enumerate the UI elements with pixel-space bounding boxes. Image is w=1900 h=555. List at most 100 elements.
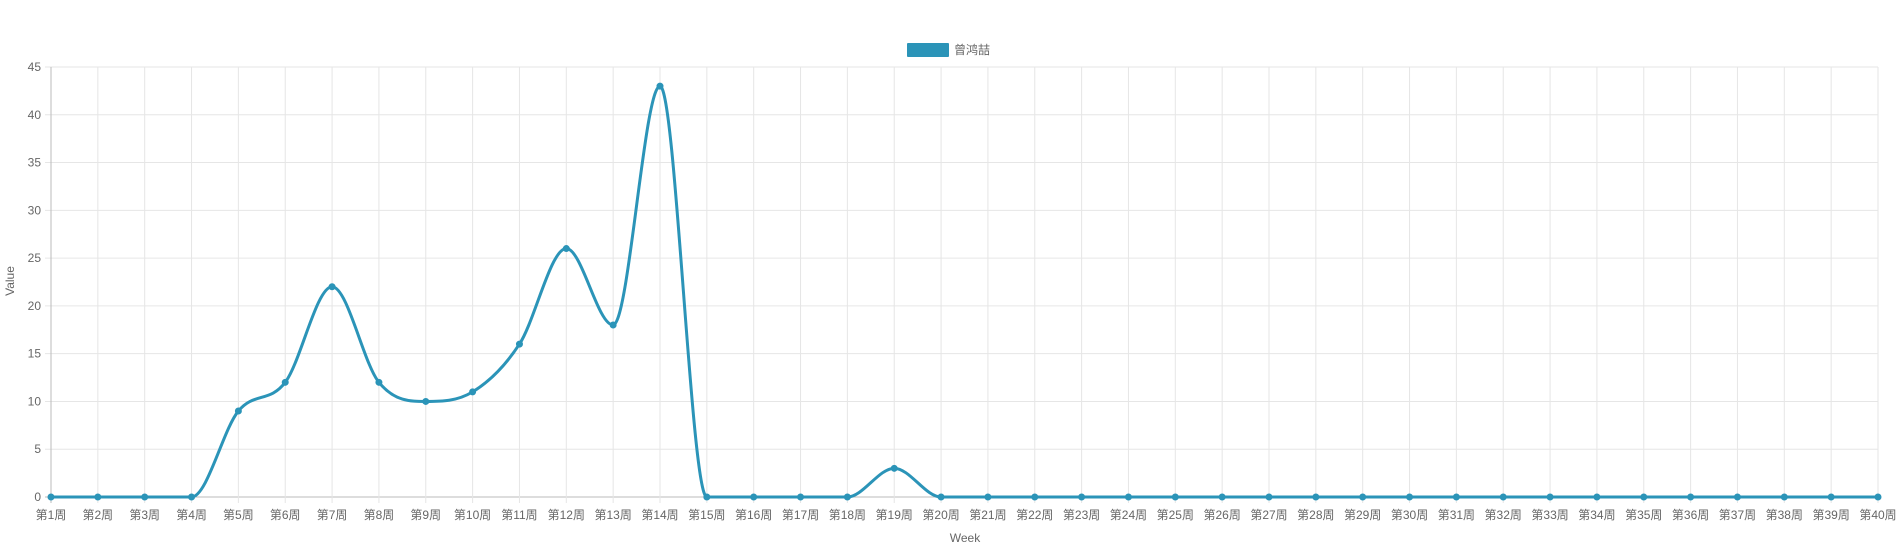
data-point[interactable] — [1827, 493, 1835, 501]
y-tick-label: 0 — [34, 490, 41, 504]
x-tick-label: 第34周 — [1578, 508, 1615, 522]
data-point[interactable] — [188, 493, 196, 501]
x-tick-label: 第28周 — [1297, 508, 1334, 522]
y-tick-label: 15 — [28, 347, 42, 361]
y-axis-title: Value — [3, 266, 17, 296]
x-tick-label: 第9周 — [410, 508, 441, 522]
data-point[interactable] — [1546, 493, 1554, 501]
data-point[interactable] — [1312, 493, 1320, 501]
data-point[interactable] — [1359, 493, 1367, 501]
y-tick-label: 10 — [28, 394, 42, 408]
x-tick-label: 第3周 — [129, 508, 160, 522]
data-point[interactable] — [1265, 493, 1273, 501]
x-axis-title: Week — [950, 531, 981, 545]
axes: 0 5 10 15 20 25 30 35 40 45 第1周 第2周 第3周 第4周 第5周 第6周 第7周 第… — [28, 60, 1897, 522]
x-tick-label: 第10周 — [454, 508, 491, 522]
data-point[interactable] — [1171, 493, 1179, 501]
x-tick-label: 第15周 — [688, 508, 725, 522]
x-tick-label: 第32周 — [1485, 508, 1522, 522]
data-point[interactable] — [937, 493, 945, 501]
x-tick-label: 第12周 — [548, 508, 585, 522]
x-tick-label: 第38周 — [1766, 508, 1803, 522]
data-point[interactable] — [1687, 493, 1695, 501]
legend-swatch[interactable] — [907, 43, 949, 57]
legend[interactable]: 曾鸿喆 — [907, 43, 990, 57]
grid — [45, 66, 1879, 503]
x-tick-label: 第33周 — [1531, 508, 1568, 522]
data-point[interactable] — [797, 493, 805, 501]
data-point[interactable] — [1452, 493, 1460, 501]
data-point[interactable] — [1124, 493, 1132, 501]
legend-label[interactable]: 曾鸿喆 — [954, 43, 990, 57]
data-point[interactable] — [47, 493, 55, 501]
x-tick-label: 第29周 — [1344, 508, 1381, 522]
data-point[interactable] — [609, 321, 617, 329]
data-point[interactable] — [94, 493, 102, 501]
x-tick-label: 第13周 — [594, 508, 631, 522]
data-point[interactable] — [469, 388, 477, 396]
y-tick-label: 45 — [28, 60, 42, 74]
x-tick-label: 第17周 — [782, 508, 819, 522]
data-point[interactable] — [515, 340, 523, 348]
x-tick-label: 第26周 — [1203, 508, 1240, 522]
data-point[interactable] — [375, 378, 383, 386]
x-tick-label: 第11周 — [501, 508, 537, 522]
data-point[interactable] — [1733, 493, 1741, 501]
x-tick-label: 第21周 — [969, 508, 1006, 522]
x-tick-label: 第31周 — [1438, 508, 1475, 522]
y-tick-label: 20 — [28, 299, 42, 313]
x-tick-label: 第14周 — [641, 508, 678, 522]
data-point[interactable] — [562, 245, 570, 253]
x-tick-label: 第20周 — [922, 508, 959, 522]
data-point[interactable] — [281, 378, 289, 386]
x-tick-label: 第6周 — [270, 508, 301, 522]
y-tick-label: 30 — [28, 203, 42, 217]
x-tick-label: 第16周 — [735, 508, 772, 522]
x-tick-label: 第25周 — [1157, 508, 1194, 522]
data-point[interactable] — [1593, 493, 1601, 501]
data-point[interactable] — [984, 493, 992, 501]
x-tick-label: 第5周 — [223, 508, 254, 522]
x-tick-label: 第30周 — [1391, 508, 1428, 522]
x-tick-label: 第19周 — [876, 508, 913, 522]
series — [47, 82, 1882, 501]
x-tick-label: 第8周 — [364, 508, 395, 522]
y-tick-label: 40 — [28, 108, 42, 122]
data-point[interactable] — [328, 283, 336, 291]
data-point[interactable] — [1218, 493, 1226, 501]
x-tick-label: 第37周 — [1719, 508, 1756, 522]
data-point[interactable] — [750, 493, 758, 501]
x-tick-label: 第18周 — [829, 508, 866, 522]
data-point[interactable] — [234, 407, 242, 415]
y-tick-label: 25 — [28, 251, 42, 265]
x-tick-label: 第22周 — [1016, 508, 1053, 522]
data-point[interactable] — [843, 493, 851, 501]
x-tick-label: 第39周 — [1812, 508, 1849, 522]
data-point[interactable] — [141, 493, 149, 501]
x-tick-label: 第4周 — [176, 508, 207, 522]
x-tick-label: 第7周 — [317, 508, 348, 522]
x-tick-label: 第24周 — [1110, 508, 1147, 522]
series-line — [49, 84, 1880, 499]
x-tick-label: 第36周 — [1672, 508, 1709, 522]
x-tick-label: 第40周 — [1859, 508, 1896, 522]
data-point[interactable] — [1499, 493, 1507, 501]
data-point[interactable] — [422, 397, 430, 405]
x-tick-label: 第2周 — [83, 508, 114, 522]
data-point[interactable] — [1874, 493, 1882, 501]
data-point[interactable] — [890, 464, 898, 472]
data-point[interactable] — [1640, 493, 1648, 501]
data-point[interactable] — [703, 493, 711, 501]
x-tick-label: 第23周 — [1063, 508, 1100, 522]
data-point[interactable] — [1031, 493, 1039, 501]
x-tick-label: 第27周 — [1250, 508, 1287, 522]
y-tick-label: 5 — [34, 442, 41, 456]
data-point[interactable] — [1406, 493, 1414, 501]
data-point[interactable] — [1780, 493, 1788, 501]
y-tick-label: 35 — [28, 156, 42, 170]
data-point[interactable] — [656, 82, 664, 90]
data-point[interactable] — [1078, 493, 1086, 501]
x-tick-label: 第35周 — [1625, 508, 1662, 522]
